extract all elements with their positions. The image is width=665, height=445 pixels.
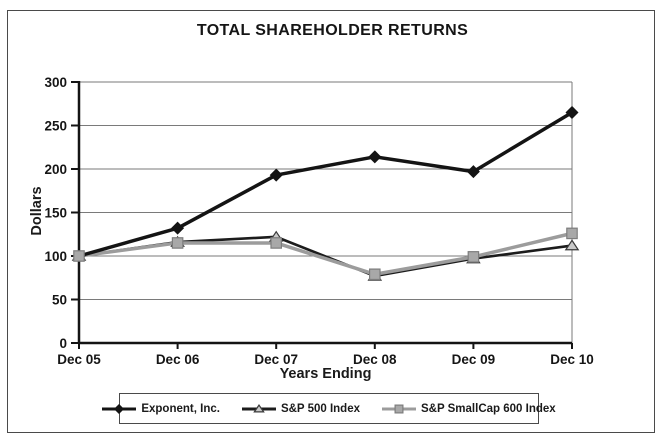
x-tick-label: Dec 06: [156, 352, 200, 367]
y-tick-label: 100: [44, 249, 67, 264]
legend-label: S&P 500 Index: [280, 402, 360, 415]
marker-square: [467, 251, 480, 263]
y-tick-label: 300: [44, 75, 67, 90]
x-axis-label: Years Ending: [279, 366, 372, 382]
legend-swatch-diamond-icon: [102, 403, 137, 414]
legend-swatch-triangle-icon: [241, 403, 276, 412]
marker-diamond: [368, 150, 382, 164]
marker-square: [171, 237, 184, 249]
series-line-s-p-smallcap-600-index: [77, 231, 574, 277]
marker-diamond: [114, 403, 125, 414]
legend-item-s-p-smallcap-600-index: S&P SmallCap 600 Index: [382, 402, 556, 416]
marker-square: [73, 250, 85, 262]
y-tick-label: 250: [44, 119, 67, 134]
x-tick-label: Dec 09: [452, 352, 496, 367]
marker-diamond: [171, 221, 185, 235]
marker-square: [566, 227, 578, 240]
legend: Exponent, Inc. S&P 500 Index S&P SmallCap …: [102, 393, 556, 424]
y-tick-label: 0: [59, 336, 67, 351]
x-tick-label: Dec 10: [550, 352, 594, 367]
x-tick-label: Dec 07: [254, 352, 298, 367]
figure-border: [7, 10, 655, 433]
series-line-exponent-inc: [77, 110, 574, 258]
marker-diamond: [565, 105, 579, 119]
y-tick-label: 50: [52, 293, 67, 308]
legend-item-s-p-500-index: S&P 500 Index: [241, 402, 360, 416]
y-tick-label: 150: [44, 206, 67, 221]
marker-square: [394, 403, 404, 414]
legend-label: Exponent, Inc.: [141, 402, 220, 415]
marker-triangle: [564, 239, 580, 251]
legend-label: S&P SmallCap 600 Index: [421, 402, 556, 415]
x-tick-label: Dec 08: [353, 352, 397, 367]
y-axis-label: Dollars: [29, 186, 45, 236]
legend-item-exponent-inc: Exponent, Inc.: [102, 402, 220, 416]
x-tick-label: Dec 05: [57, 352, 101, 367]
marker-diamond: [466, 165, 480, 179]
marker-square: [369, 268, 381, 281]
marker-triangle: [253, 403, 265, 412]
legend-swatch-square-icon: [382, 403, 416, 414]
chart-title: TOTAL SHAREHOLDER RETURNS: [196, 22, 469, 39]
marker-square: [270, 237, 282, 249]
y-tick-label: 200: [44, 162, 67, 177]
marker-diamond: [269, 168, 283, 182]
